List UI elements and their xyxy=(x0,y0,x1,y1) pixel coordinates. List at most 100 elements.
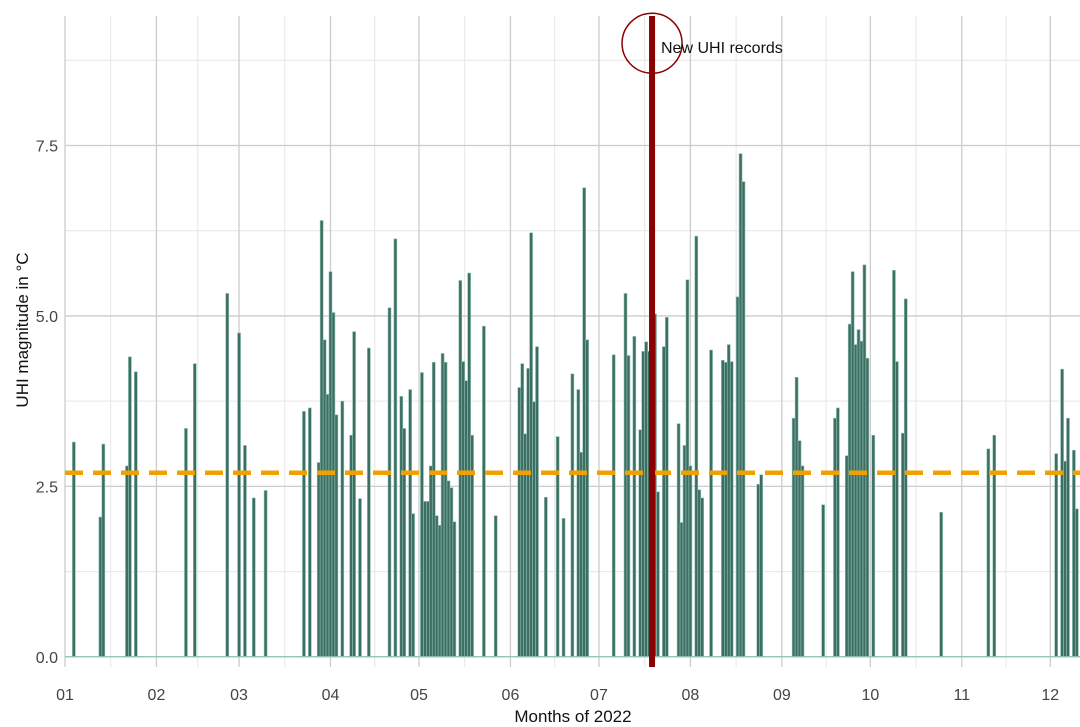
bar xyxy=(328,271,333,658)
bar xyxy=(800,465,805,658)
bar xyxy=(529,232,533,658)
bar xyxy=(1054,453,1058,658)
bar xyxy=(420,372,424,658)
bar xyxy=(411,513,415,658)
bar xyxy=(794,376,799,658)
bar xyxy=(428,465,433,658)
x-tick-label: 05 xyxy=(410,687,428,704)
bar xyxy=(302,411,306,658)
bar xyxy=(853,344,858,658)
bar xyxy=(544,496,548,658)
bar xyxy=(862,264,867,658)
bar xyxy=(561,518,566,658)
bar xyxy=(464,380,469,658)
x-tick-label: 03 xyxy=(230,687,248,704)
bar xyxy=(570,373,575,658)
bar xyxy=(98,516,103,658)
bar xyxy=(470,434,474,658)
bar xyxy=(340,400,345,658)
bar xyxy=(443,361,448,658)
bar xyxy=(709,349,713,658)
bar xyxy=(688,465,693,658)
x-tick-label: 12 xyxy=(1041,687,1059,704)
bar xyxy=(434,515,439,658)
bar xyxy=(452,521,457,658)
bar xyxy=(685,279,690,658)
bar xyxy=(723,361,728,658)
bar xyxy=(437,524,442,658)
bar xyxy=(582,187,587,658)
bar xyxy=(1060,368,1064,658)
bar xyxy=(446,480,451,658)
bar xyxy=(821,504,825,658)
bar xyxy=(626,355,631,658)
bar xyxy=(184,428,188,658)
bar xyxy=(641,351,646,658)
bar xyxy=(358,498,362,658)
bar xyxy=(939,511,943,658)
x-tick-label: 08 xyxy=(682,687,700,704)
bar xyxy=(735,296,740,658)
bar xyxy=(367,347,371,658)
x-tick-label: 07 xyxy=(590,687,608,704)
bar xyxy=(576,389,581,658)
bar xyxy=(721,359,725,658)
bar xyxy=(697,489,702,658)
bar xyxy=(865,357,870,658)
bar xyxy=(871,434,876,658)
bar xyxy=(426,501,430,658)
x-tick-label: 06 xyxy=(502,687,520,704)
bar xyxy=(334,414,339,658)
bar xyxy=(319,220,324,658)
bar xyxy=(662,346,666,658)
bar xyxy=(585,339,589,658)
bar xyxy=(461,361,466,658)
bar xyxy=(482,325,486,658)
bar xyxy=(738,153,743,658)
bar xyxy=(101,443,106,658)
bar xyxy=(900,432,905,658)
record-annotation-label: New UHI records xyxy=(661,40,783,57)
bar xyxy=(526,368,530,658)
bar xyxy=(850,271,855,658)
bar xyxy=(992,434,997,658)
bar xyxy=(523,433,528,658)
bar xyxy=(458,280,463,658)
y-axis-title: UHI magnitude in °C xyxy=(13,252,32,407)
bar xyxy=(892,269,896,658)
bar xyxy=(555,436,560,658)
bar xyxy=(847,323,852,658)
bar xyxy=(986,448,991,658)
bar xyxy=(694,235,699,658)
bar xyxy=(387,307,392,658)
bar xyxy=(349,434,353,658)
reference-lines xyxy=(65,12,1080,667)
bar xyxy=(252,497,256,658)
bar xyxy=(402,428,407,658)
bar xyxy=(193,363,197,658)
bar xyxy=(352,331,356,658)
bar xyxy=(399,396,404,658)
x-tick-label: 01 xyxy=(56,687,74,704)
bar xyxy=(316,462,321,658)
bar xyxy=(632,336,637,658)
bar xyxy=(859,340,864,658)
bar xyxy=(682,445,687,658)
y-tick-label: 2.5 xyxy=(36,479,58,496)
bar xyxy=(759,474,764,658)
bar xyxy=(393,238,398,658)
y-tick-label: 7.5 xyxy=(36,139,58,156)
bar xyxy=(623,293,628,658)
bar xyxy=(844,455,849,658)
bar xyxy=(134,371,138,658)
bar xyxy=(1066,417,1070,658)
record-annotation-circle xyxy=(621,12,683,75)
tick-labels: 0.0 2.5 5.0 7.5 01 02 03 04 05 06 07 08 09 10 11 12 xyxy=(36,139,1060,704)
bar xyxy=(423,501,427,658)
bar xyxy=(756,484,761,658)
bar xyxy=(128,356,132,658)
bar xyxy=(532,401,536,658)
bar xyxy=(431,361,436,658)
bars xyxy=(72,153,1079,658)
